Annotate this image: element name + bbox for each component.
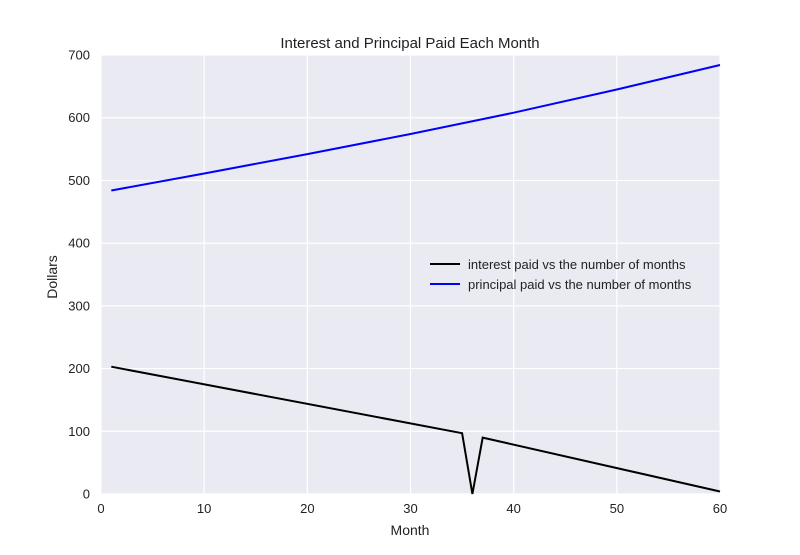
legend: interest paid vs the number of months pr… [430, 257, 692, 292]
series-line-interest [111, 365, 721, 495]
legend-label-interest: interest paid vs the number of months [468, 257, 686, 272]
series-line-principal [111, 64, 721, 192]
y-tick-label: 100 [68, 424, 90, 439]
x-tick-labels: 0 10 20 30 40 50 60 [97, 501, 727, 516]
y-axis-label: Dollars [44, 255, 60, 299]
y-tick-label: 600 [68, 110, 90, 125]
y-gridlines [101, 54, 720, 495]
legend-label-principal: principal paid vs the number of months [468, 277, 692, 292]
y-tick-label: 700 [68, 48, 90, 63]
series-lines [111, 64, 721, 495]
chart-title: Interest and Principal Paid Each Month [280, 35, 539, 52]
y-tick-label: 500 [68, 173, 90, 188]
y-tick-label: 300 [68, 298, 90, 313]
x-tick-label: 60 [713, 501, 727, 516]
y-tick-label: 0 [83, 487, 90, 502]
x-tick-label: 20 [300, 501, 314, 516]
x-tick-label: 10 [197, 501, 211, 516]
x-axis-label: Month [391, 522, 430, 538]
y-tick-label: 400 [68, 236, 90, 251]
x-tick-label: 0 [97, 501, 104, 516]
x-tick-label: 40 [506, 501, 520, 516]
y-tick-labels: 0 100 200 300 400 500 600 700 [68, 48, 90, 502]
y-tick-label: 200 [68, 361, 90, 376]
x-tick-label: 50 [610, 501, 624, 516]
x-gridlines [100, 55, 721, 494]
x-tick-label: 30 [403, 501, 417, 516]
